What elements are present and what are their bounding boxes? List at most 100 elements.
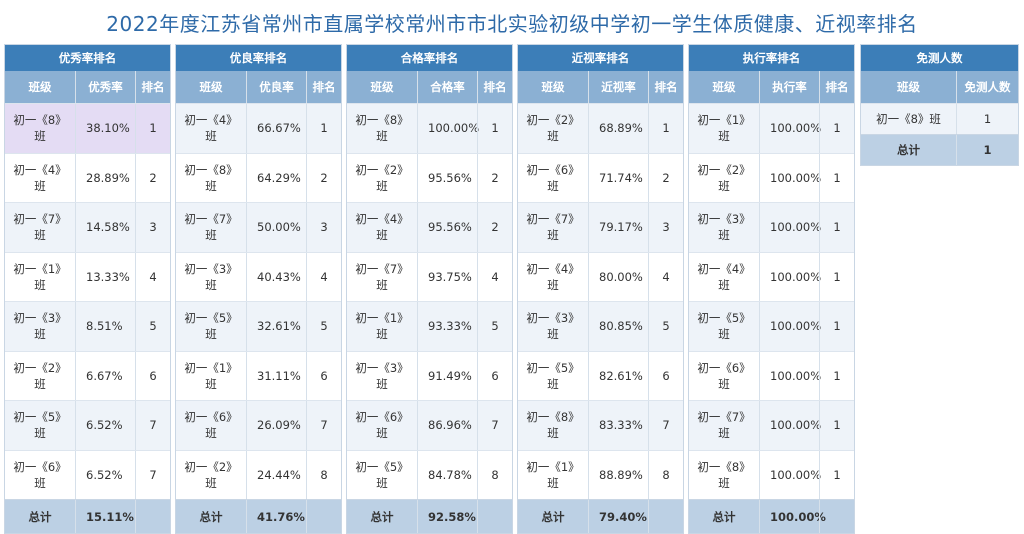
value-cell: 100.00% <box>759 401 821 450</box>
table-row[interactable]: 初一《2》班 6.67% 6 <box>5 350 170 400</box>
column-header-rank[interactable]: 排名 <box>135 71 170 103</box>
rank-cell: 7 <box>477 401 512 450</box>
rank-cell: 1 <box>819 104 854 153</box>
class-cell: 初一《2》班 <box>697 162 751 193</box>
table-row[interactable]: 初一《5》班 6.52% 7 <box>5 400 170 450</box>
table-row[interactable]: 初一《7》班 100.00% 1 <box>689 400 854 450</box>
total-row: 总计 41.76% <box>176 499 341 533</box>
column-header-class[interactable]: 班级 <box>28 80 52 94</box>
table-row[interactable]: 初一《3》班 8.51% 5 <box>5 301 170 351</box>
table-row[interactable]: 初一《1》班 93.33% 5 <box>347 301 512 351</box>
column-header-value[interactable]: 优秀率 <box>75 71 135 103</box>
value-cell: 100.00% <box>759 302 821 351</box>
class-cell: 初一《3》班 <box>355 360 409 391</box>
class-cell: 初一《5》班 <box>355 459 409 490</box>
table-row[interactable]: 初一《4》班 80.00% 4 <box>518 251 683 301</box>
total-label: 总计 <box>541 509 565 524</box>
exempt-count-table: 免测人数 班级 免测人数 初一《8》班 1 总计 1 <box>860 44 1019 166</box>
table-row[interactable]: 初一《6》班 100.00% 1 <box>689 350 854 400</box>
table-row[interactable]: 初一《2》班 68.89% 1 <box>518 103 683 153</box>
table-row[interactable]: 初一《7》班 14.58% 3 <box>5 202 170 252</box>
table-row[interactable]: 初一《2》班 24.44% 8 <box>176 449 341 499</box>
class-cell: 初一《2》班 <box>13 360 67 391</box>
class-cell: 初一《2》班 <box>526 113 580 144</box>
column-header-value[interactable]: 执行率 <box>759 71 819 103</box>
column-header-value[interactable]: 优良率 <box>246 71 306 103</box>
column-header-rank[interactable]: 排名 <box>648 71 683 103</box>
class-cell: 初一《1》班 <box>355 311 409 342</box>
table-row[interactable]: 初一《3》班 100.00% 1 <box>689 202 854 252</box>
column-header-class[interactable]: 班级 <box>370 80 394 94</box>
table-row[interactable]: 初一《7》班 93.75% 4 <box>347 251 512 301</box>
table-row[interactable]: 初一《6》班 6.52% 7 <box>5 449 170 499</box>
table-row[interactable]: 初一《5》班 100.00% 1 <box>689 301 854 351</box>
table-row[interactable]: 初一《4》班 100.00% 1 <box>689 251 854 301</box>
table-row[interactable]: 初一《4》班 66.67% 1 <box>176 103 341 153</box>
rank-cell: 1 <box>819 203 854 252</box>
table-row[interactable]: 初一《1》班 13.33% 4 <box>5 251 170 301</box>
table-row[interactable]: 初一《6》班 26.09% 7 <box>176 400 341 450</box>
table-row[interactable]: 初一《8》班 83.33% 7 <box>518 400 683 450</box>
rank-cell: 4 <box>306 252 341 301</box>
rank-cell: 8 <box>648 450 683 499</box>
column-header-class[interactable]: 班级 <box>712 80 736 94</box>
myopia-rate-table: 近视率排名 班级 近视率 排名 初一《2》班 68.89% 1 初一《6》班 71.7… <box>517 44 684 534</box>
table-row[interactable]: 初一《5》班 84.78% 8 <box>347 449 512 499</box>
rank-cell: 1 <box>648 104 683 153</box>
column-header-value[interactable]: 合格率 <box>417 71 477 103</box>
table-row[interactable]: 初一《1》班 88.89% 8 <box>518 449 683 499</box>
value-cell: 6.52% <box>75 401 135 450</box>
table-row[interactable]: 初一《8》班 38.10% 1 <box>5 103 170 153</box>
total-rank-blank <box>135 500 170 533</box>
table-row[interactable]: 初一《4》班 28.89% 2 <box>5 152 170 202</box>
column-header-class[interactable]: 班级 <box>199 80 223 94</box>
column-header-count[interactable]: 免测人数 <box>956 71 1018 103</box>
table-row[interactable]: 初一《7》班 79.17% 3 <box>518 202 683 252</box>
value-cell: 80.85% <box>588 302 648 351</box>
table-row[interactable]: 初一《5》班 32.61% 5 <box>176 301 341 351</box>
column-header-class[interactable]: 班级 <box>897 80 920 94</box>
table-row[interactable]: 初一《3》班 91.49% 6 <box>347 350 512 400</box>
total-label: 总计 <box>199 509 223 524</box>
total-label: 总计 <box>897 143 920 157</box>
table-row[interactable]: 初一《1》班 100.00% 1 <box>689 103 854 153</box>
column-header-rank[interactable]: 排名 <box>306 71 341 103</box>
table-row[interactable]: 初一《4》班 95.56% 2 <box>347 202 512 252</box>
table-row[interactable]: 初一《3》班 40.43% 4 <box>176 251 341 301</box>
table-row[interactable]: 初一《7》班 50.00% 3 <box>176 202 341 252</box>
rank-cell: 4 <box>648 252 683 301</box>
table-row[interactable]: 初一《2》班 100.00% 1 <box>689 152 854 202</box>
table-row[interactable]: 初一《3》班 80.85% 5 <box>518 301 683 351</box>
table-row[interactable]: 初一《8》班 100.00% 1 <box>689 449 854 499</box>
total-row: 总计 100.00% <box>689 499 854 533</box>
rank-cell: 7 <box>135 450 170 499</box>
table-row[interactable]: 初一《1》班 31.11% 6 <box>176 350 341 400</box>
column-header-value[interactable]: 近视率 <box>588 71 648 103</box>
value-cell: 93.33% <box>417 302 477 351</box>
total-rank-blank <box>477 500 512 533</box>
total-rank-blank <box>306 500 341 533</box>
table-row[interactable]: 初一《8》班 1 <box>861 103 1018 134</box>
class-cell: 初一《3》班 <box>13 311 67 342</box>
table-row[interactable]: 初一《6》班 71.74% 2 <box>518 152 683 202</box>
total-row: 总计 79.40% <box>518 499 683 533</box>
rank-cell: 6 <box>648 351 683 400</box>
class-cell: 初一《7》班 <box>184 212 238 243</box>
table-row[interactable]: 初一《5》班 82.61% 6 <box>518 350 683 400</box>
rank-cell: 3 <box>306 203 341 252</box>
column-header-class[interactable]: 班级 <box>541 80 565 94</box>
column-header-rank[interactable]: 排名 <box>477 71 512 103</box>
table-row[interactable]: 初一《2》班 95.56% 2 <box>347 152 512 202</box>
table-row[interactable]: 初一《8》班 64.29% 2 <box>176 152 341 202</box>
total-row: 总计 15.11% <box>5 499 170 533</box>
column-header-rank[interactable]: 排名 <box>819 71 854 103</box>
rank-cell: 1 <box>819 450 854 499</box>
value-cell: 100.00% <box>759 203 821 252</box>
class-cell: 初一《5》班 <box>526 360 580 391</box>
value-cell: 100.00% <box>759 104 821 153</box>
table-row[interactable]: 初一《8》班 100.00% 1 <box>347 103 512 153</box>
value-cell: 14.58% <box>75 203 135 252</box>
class-cell: 初一《2》班 <box>355 162 409 193</box>
rank-cell: 1 <box>819 153 854 202</box>
table-row[interactable]: 初一《6》班 86.96% 7 <box>347 400 512 450</box>
